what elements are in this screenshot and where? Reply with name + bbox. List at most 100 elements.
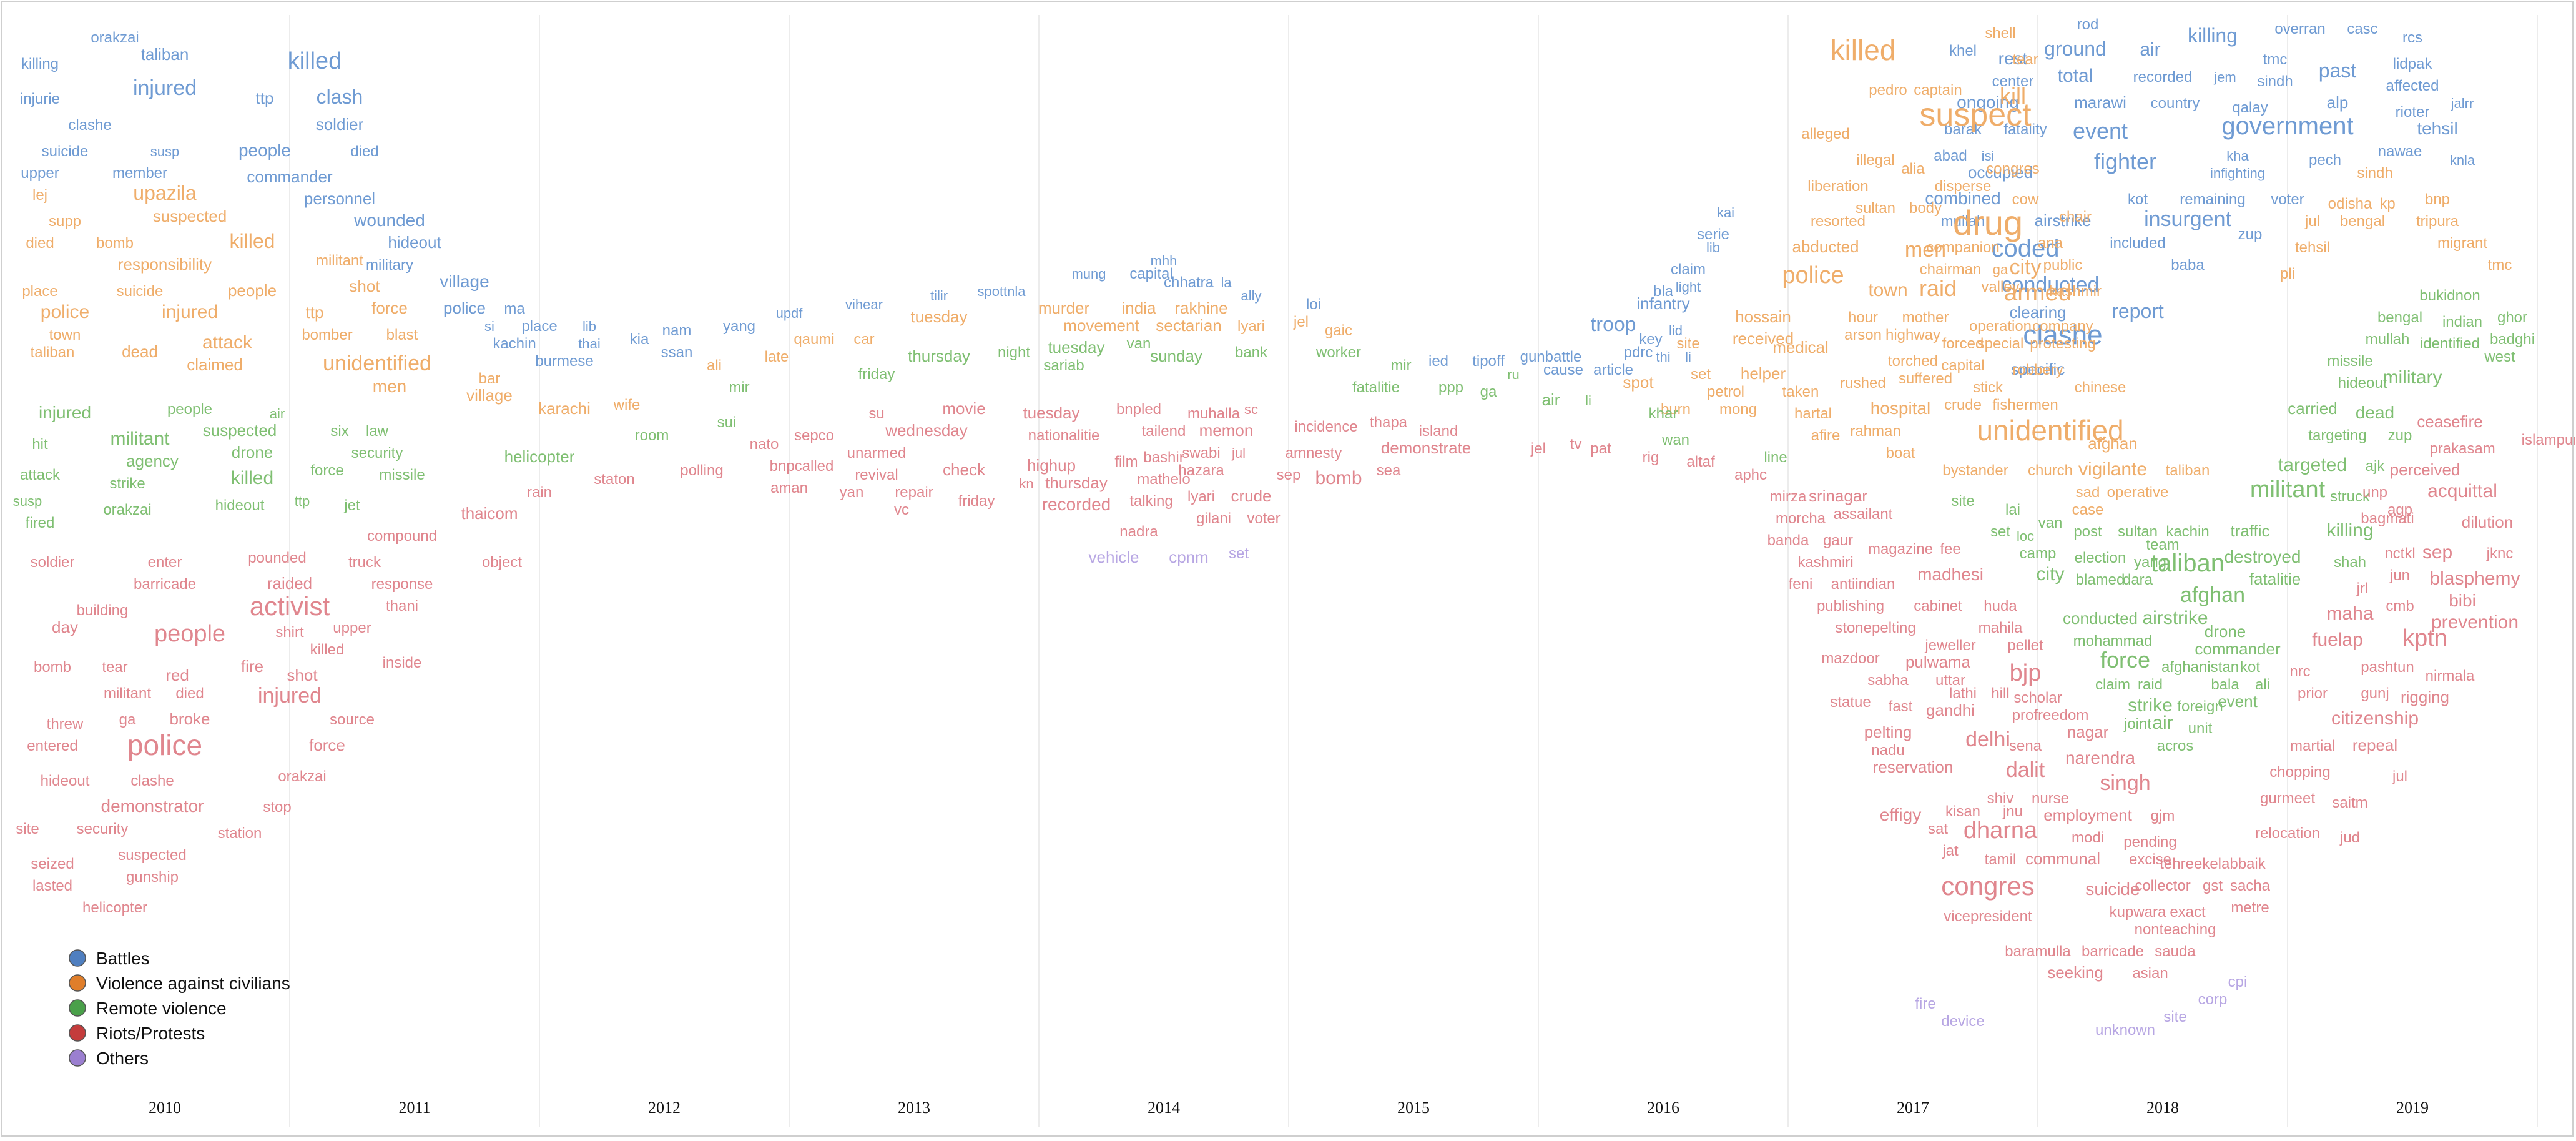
word-lib: lib <box>583 319 596 334</box>
word-car: car <box>853 331 874 348</box>
word-captain: captain <box>1914 82 1962 99</box>
word-men: men <box>1905 238 1946 262</box>
word-military: military <box>2383 367 2442 388</box>
word-lasted: lasted <box>32 877 72 894</box>
word-tear: tear <box>2012 51 2038 68</box>
word-claimed: claimed <box>187 355 243 374</box>
word-sepco: sepco <box>794 427 834 444</box>
word-response: response <box>371 576 433 593</box>
legend-swatch <box>69 949 86 967</box>
word-rig: rig <box>1643 449 1659 466</box>
word-fuelap: fuelap <box>2312 630 2363 650</box>
word-tipoff: tipoff <box>1472 353 1505 370</box>
word-inside: inside <box>383 654 422 671</box>
word-incidence: incidence <box>1294 418 1357 435</box>
word-thai: thai <box>578 336 600 352</box>
word-bla: bla <box>1653 283 1674 300</box>
word-jeweller: jeweller <box>1924 637 1975 654</box>
word-nurse: nurse <box>2032 790 2069 807</box>
word-alleged: alleged <box>1801 126 1849 142</box>
word-yang: yang <box>723 318 755 335</box>
word-mohammad: mohammad <box>2073 633 2153 650</box>
word-afire: afire <box>1811 427 1841 444</box>
word-highup: highup <box>1027 456 1076 475</box>
word-publishing: publishing <box>1817 598 1884 615</box>
word-thi: thi <box>1656 349 1670 365</box>
word-suffered: suffered <box>1899 370 1952 387</box>
word-helicopter: helicopter <box>504 447 575 466</box>
word-bukidnon: bukidnon <box>2419 287 2480 304</box>
word-jalrr: jalrr <box>2451 96 2474 111</box>
word-updf: updf <box>776 305 804 321</box>
word-public: public <box>2043 257 2083 274</box>
word-dara: dara <box>2123 571 2153 588</box>
word-enter: enter <box>148 554 182 571</box>
word-post: post <box>2073 523 2102 540</box>
word-clashe: clashe <box>2023 320 2102 350</box>
word-stick: stick <box>1973 379 2003 396</box>
word-prevention: prevention <box>2431 612 2519 633</box>
word-gandhi: gandhi <box>1926 701 1975 719</box>
word-dead: dead <box>2356 403 2394 422</box>
word-specific: specific <box>2011 360 2065 378</box>
word-sui: sui <box>717 414 737 431</box>
word-robbery: robbery <box>2012 362 2063 378</box>
word-blast: blast <box>386 327 418 343</box>
word-key: key <box>1639 331 1662 348</box>
word-air: air <box>1542 390 1560 409</box>
word-burn: burn <box>1661 401 1691 418</box>
word-police: police <box>1782 262 1844 289</box>
word-struck: struck <box>2330 488 2371 505</box>
word-missile: missile <box>379 467 425 483</box>
word-infighting: infighting <box>2210 165 2265 181</box>
word-revival: revival <box>855 467 898 483</box>
word-taken: taken <box>1782 383 1819 400</box>
word-kot: kot <box>2240 659 2260 676</box>
word-jun: jun <box>2389 567 2410 584</box>
word-night: night <box>998 344 1030 361</box>
word-mahila: mahila <box>1979 620 2023 636</box>
word-rigging: rigging <box>2401 688 2449 706</box>
word-khar: khar <box>1649 405 1678 422</box>
word-yan: yan <box>840 484 864 501</box>
word-people: people <box>167 401 212 418</box>
word-armed: armed <box>2004 280 2072 306</box>
legend-label: Violence against civilians <box>96 974 290 993</box>
word-upazila: upazila <box>133 182 197 204</box>
x-tick-label-2017: 2017 <box>1897 1099 1929 1117</box>
word-seeking: seeking <box>2047 963 2103 982</box>
word-red: red <box>165 666 189 684</box>
word-exact: exact <box>2170 904 2206 921</box>
word-zup: zup <box>2238 226 2263 243</box>
word-staton: staton <box>594 471 634 488</box>
word-agp: agp <box>2387 501 2412 518</box>
word-forced: forced <box>1942 335 1984 352</box>
word-sindh: sindh <box>2257 73 2293 90</box>
word-air: air <box>2152 713 2173 733</box>
word-ali: ali <box>2255 676 2270 693</box>
word-saitm: saitm <box>2332 794 2367 811</box>
word-marawi: marawi <box>2074 93 2126 112</box>
word-conducted: conducted <box>2063 609 2138 628</box>
word-mother: mother <box>1902 309 1949 326</box>
word-spottnla: spottnla <box>977 284 1026 299</box>
word-fast: fast <box>1889 698 1913 715</box>
word-object: object <box>482 554 522 571</box>
word-delhi: delhi <box>1965 728 2010 751</box>
word-personnel: personnel <box>304 189 375 208</box>
word-article: article <box>1593 362 1633 378</box>
word-police: police <box>443 299 486 317</box>
word-bomb: bomb <box>96 235 134 252</box>
legend-label: Battles <box>96 949 150 968</box>
word-recorded: recorded <box>1042 495 1111 514</box>
word-law: law <box>366 423 389 440</box>
word-bystander: bystander <box>1942 462 2008 479</box>
year-gridlines <box>289 15 2538 1127</box>
word-ceasefire: ceasefire <box>2417 412 2483 431</box>
word-qalay: qalay <box>2232 99 2268 116</box>
word-tmc: tmc <box>2488 257 2512 274</box>
word-friday: friday <box>858 366 895 383</box>
word-dalit: dalit <box>2006 758 2045 782</box>
word-jel: jel <box>1530 440 1546 457</box>
word-ssan: ssan <box>661 344 693 361</box>
